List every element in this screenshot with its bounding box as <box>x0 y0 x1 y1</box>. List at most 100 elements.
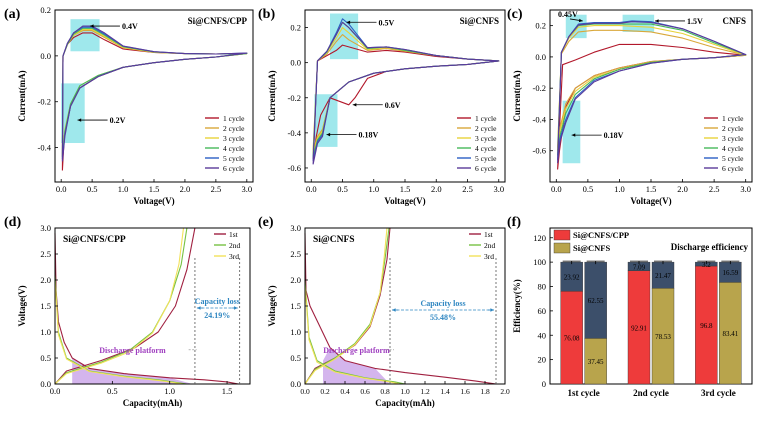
y-tick-label: 2.0 <box>290 275 301 285</box>
series-line <box>61 25 248 162</box>
y-tick-label: 0.0 <box>40 51 51 61</box>
chart-title: CNFS <box>722 16 746 26</box>
legend-entry: 3rd <box>229 252 239 261</box>
y-tick-label: 80 <box>538 282 547 292</box>
panel-label: (a) <box>4 7 21 22</box>
legend-entry: 1st <box>229 230 239 239</box>
legend-entry: 1 cycle <box>223 114 245 123</box>
x-tick-label: 1.5 <box>646 184 657 194</box>
y-axis-label: Voltage(V) <box>17 285 27 326</box>
capacity-loss-label: Capacity loss <box>420 299 465 308</box>
legend-entry: 2 cycle <box>223 124 245 133</box>
x-tick-label: 3.0 <box>740 184 751 194</box>
bar-value-label: 76.08 <box>564 335 580 343</box>
y-tick-label: 1.5 <box>290 301 301 311</box>
y-tick-label: 100 <box>533 257 546 267</box>
plot-frame <box>549 227 753 385</box>
x-tick-label: 2.0 <box>180 184 191 194</box>
bar-remainder-label: 3.2 <box>702 261 711 269</box>
x-tick-label: 0.5 <box>337 184 348 194</box>
y-tick-label: -0.4 <box>288 128 302 138</box>
x-tick-label: 3.0 <box>493 184 504 194</box>
annotation-label: 0.4V <box>122 22 138 31</box>
capacity-loss-value: 24.19% <box>204 311 230 320</box>
y-tick-label: 3.0 <box>40 223 51 233</box>
legend-entry: 2nd <box>229 241 241 250</box>
y-tick-label: 0 <box>542 379 546 389</box>
bar-remainder-label: 23.92 <box>564 274 580 282</box>
bar-value-label: 96.8 <box>700 322 713 330</box>
x-tick-label: 0.5 <box>107 386 118 396</box>
series-line <box>304 227 390 385</box>
category-label: 2nd cycle <box>633 388 669 398</box>
series-line <box>304 233 497 385</box>
y-axis-label: Current(mA) <box>512 70 522 121</box>
legend-entry: 3 cycle <box>223 134 245 143</box>
panel-c: (c) 0.0 0.5 1.0 1.5 2.0 2.5 3.0 -0.6 -0.4 -0.2 0.0 0… <box>507 7 753 206</box>
y-tick-label: 60 <box>538 306 547 316</box>
y-tick-label: 0.0 <box>290 58 301 68</box>
y-tick-label: 2.5 <box>40 249 51 259</box>
capacity-loss-label: Capacity loss <box>195 297 240 306</box>
bar-remainder-label: 16.59 <box>722 269 738 277</box>
y-tick-label: 0.5 <box>40 353 51 363</box>
panel-label: (e) <box>258 215 274 230</box>
y-tick-label: 3.0 <box>290 223 301 233</box>
y-tick-label: 0.2 <box>535 21 546 31</box>
x-axis-label: Capacity(mAh) <box>123 398 183 408</box>
series-line <box>54 279 184 385</box>
legend-swatch <box>553 229 571 241</box>
legend-entry: 1 cycle <box>722 114 744 123</box>
x-tick-label: 1.0 <box>400 387 410 396</box>
y-tick-label: -0.6 <box>288 163 301 173</box>
panel-d: (d) 0.0 0.5 1.0 1.5 0.0 0.5 1.0 1.5 2.0 2.5 3.0 Capa… <box>4 215 251 408</box>
panel-label: (d) <box>4 215 21 230</box>
annotation-arrowhead <box>89 24 94 28</box>
panel-b: (b) 0.0 0.5 1.0 1.5 2.0 2.5 3.0 -0.6 -0.4 -0.2 0.0 0… <box>258 7 506 206</box>
chart-title: Si@CNFS/CPP <box>188 16 248 26</box>
y-tick-label: 0.2 <box>40 5 51 15</box>
legend-entry: 4 cycle <box>722 144 744 153</box>
legend-entry: 2nd <box>484 241 496 250</box>
legend-entry: 1st <box>484 230 494 239</box>
y-tick-label: -0.2 <box>533 83 546 93</box>
x-tick-label: 1.5 <box>400 184 411 194</box>
y-tick-label: -0.4 <box>38 143 52 153</box>
discharge-platform-label: Discharge platform <box>99 346 166 355</box>
x-tick-label: 0.5 <box>87 184 98 194</box>
x-tick-label: 0.0 <box>551 184 562 194</box>
x-tick-label: 1.2 <box>420 387 430 396</box>
x-tick-label: 1.8 <box>480 387 490 396</box>
legend-entry: Si@CNFS <box>573 243 610 253</box>
capacity-loss-value: 55.48% <box>430 313 456 322</box>
annotation-label: 1.5V <box>687 17 703 26</box>
x-tick-label: 2.0 <box>677 184 688 194</box>
annotation-arrowhead <box>578 18 583 23</box>
y-tick-label: 0.5 <box>290 353 301 363</box>
annotation-arrowhead <box>346 20 351 24</box>
x-tick-label: 2.0 <box>500 387 510 396</box>
y-tick-label: 0.0 <box>40 379 51 389</box>
bar-remainder-label: 21.47 <box>655 272 671 280</box>
panel-e: (e) 0.0 0.2 0.4 0.6 0.8 1.0 1.2 1.4 1.6 1.8 2.0 0.0 0… <box>258 215 510 408</box>
x-tick-label: 0.4 <box>340 387 350 396</box>
bar-remainder-label: 7.09 <box>633 263 646 271</box>
legend-entry: 5 cycle <box>475 154 497 163</box>
annotation-label: 0.6V <box>385 101 401 110</box>
annotation-label: 0.18V <box>604 131 624 140</box>
annotation-arrowhead <box>234 306 238 310</box>
series-line <box>312 21 500 165</box>
legend-entry: 5 cycle <box>722 154 744 163</box>
plot-frame <box>54 227 251 385</box>
panel-f: (f) 0 20 40 60 80 100 120 Efficiency(%) 1st cycle… <box>507 215 753 398</box>
x-tick-label: 0.0 <box>56 184 67 194</box>
y-tick-label: 2.0 <box>40 275 51 285</box>
bar-value-label: 83.41 <box>722 330 738 338</box>
x-tick-label: 3.0 <box>242 184 253 194</box>
y-tick-label: 20 <box>538 355 547 365</box>
series-line <box>557 20 747 161</box>
x-tick-label: 1.0 <box>614 184 625 194</box>
legend-entry: 5 cycle <box>223 154 245 163</box>
x-tick-label: 1.6 <box>460 387 470 396</box>
